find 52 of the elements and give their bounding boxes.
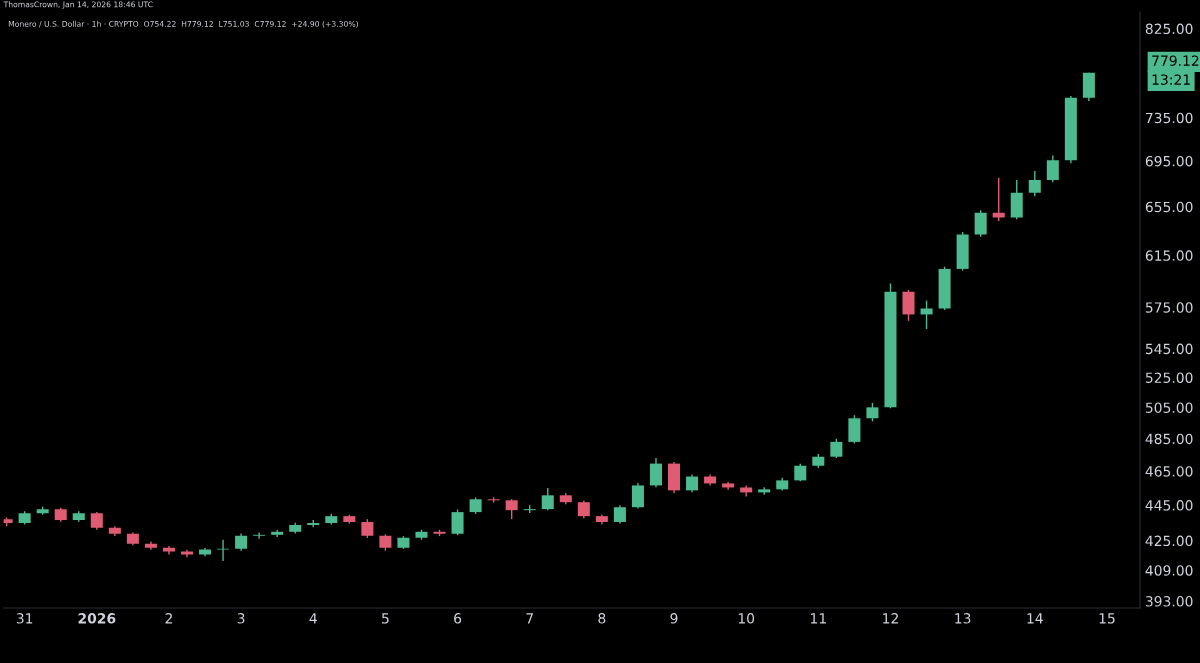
x-tick-label: 10 bbox=[738, 613, 755, 624]
candlestick bbox=[361, 518, 374, 539]
y-tick-label: 465.00 bbox=[1145, 466, 1193, 477]
candlestick bbox=[505, 498, 518, 520]
candlestick bbox=[902, 289, 915, 322]
y-tick-label: 485.00 bbox=[1145, 433, 1193, 445]
x-tick-label: 6 bbox=[454, 613, 462, 624]
y-tick-label: 695.00 bbox=[1145, 155, 1193, 167]
x-tick-label: 4 bbox=[309, 613, 317, 624]
candlestick bbox=[649, 457, 662, 488]
x-tick-label: 8 bbox=[598, 613, 606, 624]
candlestick bbox=[992, 177, 1005, 222]
candlestick bbox=[866, 402, 879, 423]
candlestick bbox=[740, 484, 753, 498]
x-tick-label: 14 bbox=[1027, 613, 1043, 624]
candlestick bbox=[974, 209, 987, 238]
x-tick-label: 15 bbox=[1099, 613, 1115, 624]
text: 779.12 bbox=[1152, 55, 1199, 66]
candlestick bbox=[451, 508, 464, 536]
x-tick-label: 5 bbox=[382, 613, 389, 624]
x-tick-label: 31 bbox=[16, 613, 33, 624]
y-tick-label: 409.00 bbox=[1145, 565, 1193, 576]
y-tick-label: 575.00 bbox=[1145, 302, 1193, 313]
y-tick-label: 615.00 bbox=[1145, 250, 1193, 261]
x-tick-label: 13 bbox=[955, 613, 971, 624]
candlestick bbox=[848, 414, 861, 445]
x-tick-label: 9 bbox=[670, 613, 678, 624]
x-tick-label: 3 bbox=[237, 613, 245, 624]
y-tick-label: 445.00 bbox=[1145, 500, 1193, 511]
candlestick bbox=[253, 531, 266, 540]
x-tick-label: 7 bbox=[526, 613, 533, 624]
x-tick-label: 2026 bbox=[78, 613, 116, 624]
candlestick bbox=[217, 539, 230, 562]
candlestick bbox=[920, 299, 933, 330]
candlestick bbox=[613, 504, 626, 525]
y-tick-label: 735.00 bbox=[1146, 112, 1193, 124]
x-tick-label: 11 bbox=[811, 613, 826, 624]
candlestick bbox=[1028, 170, 1041, 197]
y-tick-label: 505.00 bbox=[1145, 402, 1193, 413]
candlestick bbox=[541, 487, 554, 512]
candlestick bbox=[631, 482, 644, 510]
text: 13:21 bbox=[1152, 74, 1190, 85]
candlestick bbox=[830, 437, 843, 459]
y-tick-label: 425.00 bbox=[1145, 535, 1193, 547]
y-tick-label: 655.00 bbox=[1145, 201, 1193, 213]
y-tick-label: 393.00 bbox=[1145, 596, 1193, 607]
y-tick-label: 525.00 bbox=[1145, 372, 1193, 383]
x-tick-label: 12 bbox=[883, 613, 898, 624]
y-tick-label: 825.00 bbox=[1145, 23, 1193, 35]
x-tick-label: 2 bbox=[165, 613, 172, 624]
candlestick bbox=[1046, 154, 1059, 184]
y-tick-label: 545.00 bbox=[1145, 343, 1193, 355]
